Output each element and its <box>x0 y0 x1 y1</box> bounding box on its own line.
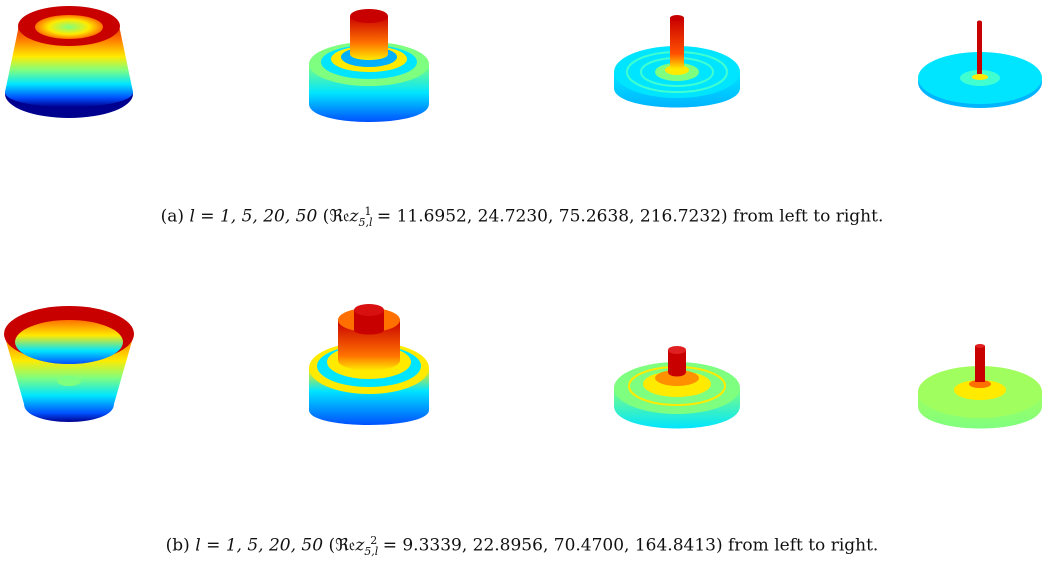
caption-z-subscript: 5,l <box>364 545 379 559</box>
caption-z: z <box>349 206 359 227</box>
caption-l-values: l = 1, 5, 20, 50 <box>195 535 324 556</box>
caption-re-symbol: ℜ𝔢 <box>329 206 350 227</box>
surface-plot-a-l5 <box>309 9 429 122</box>
caption-z-superscript: 2 <box>370 534 378 547</box>
caption-open-paren: ( <box>328 535 336 556</box>
surface-plot-b-l5 <box>309 304 429 425</box>
surface-plot-b-l50 <box>918 344 1042 429</box>
caption-z-subscript: 5,l <box>358 216 373 230</box>
caption-z-superscript: 1 <box>364 205 372 218</box>
caption-a: (a) l = 1, 5, 20, 50 (ℜ𝔢z5,l1 = 11.6952,… <box>0 201 1044 234</box>
caption-suffix: from left to right. <box>728 535 879 556</box>
surface-plot-a-l1 <box>5 6 133 118</box>
caption-label: (b) <box>165 535 190 556</box>
surface-plot-b-l20 <box>614 346 740 429</box>
caption-b: (b) l = 1, 5, 20, 50 (ℜ𝔢z5,l2 = 9.3339, … <box>0 530 1044 563</box>
caption-open-paren: ( <box>322 206 330 227</box>
surface-plot-b-l1 <box>4 306 134 422</box>
caption-re-values: = 9.3339, 22.8956, 70.4700, 164.8413) <box>377 535 723 556</box>
surface-plot-a-l50 <box>918 20 1042 108</box>
caption-l-values: l = 1, 5, 20, 50 <box>189 206 318 227</box>
surface-plot-a-l20 <box>614 15 740 108</box>
caption-re-symbol: ℜ𝔢 <box>335 535 356 556</box>
caption-suffix: from left to right. <box>733 206 884 227</box>
caption-z: z <box>355 535 365 556</box>
caption-label: (a) <box>160 206 185 227</box>
caption-re-values: = 11.6952, 24.7230, 75.2638, 216.7232) <box>371 206 728 227</box>
